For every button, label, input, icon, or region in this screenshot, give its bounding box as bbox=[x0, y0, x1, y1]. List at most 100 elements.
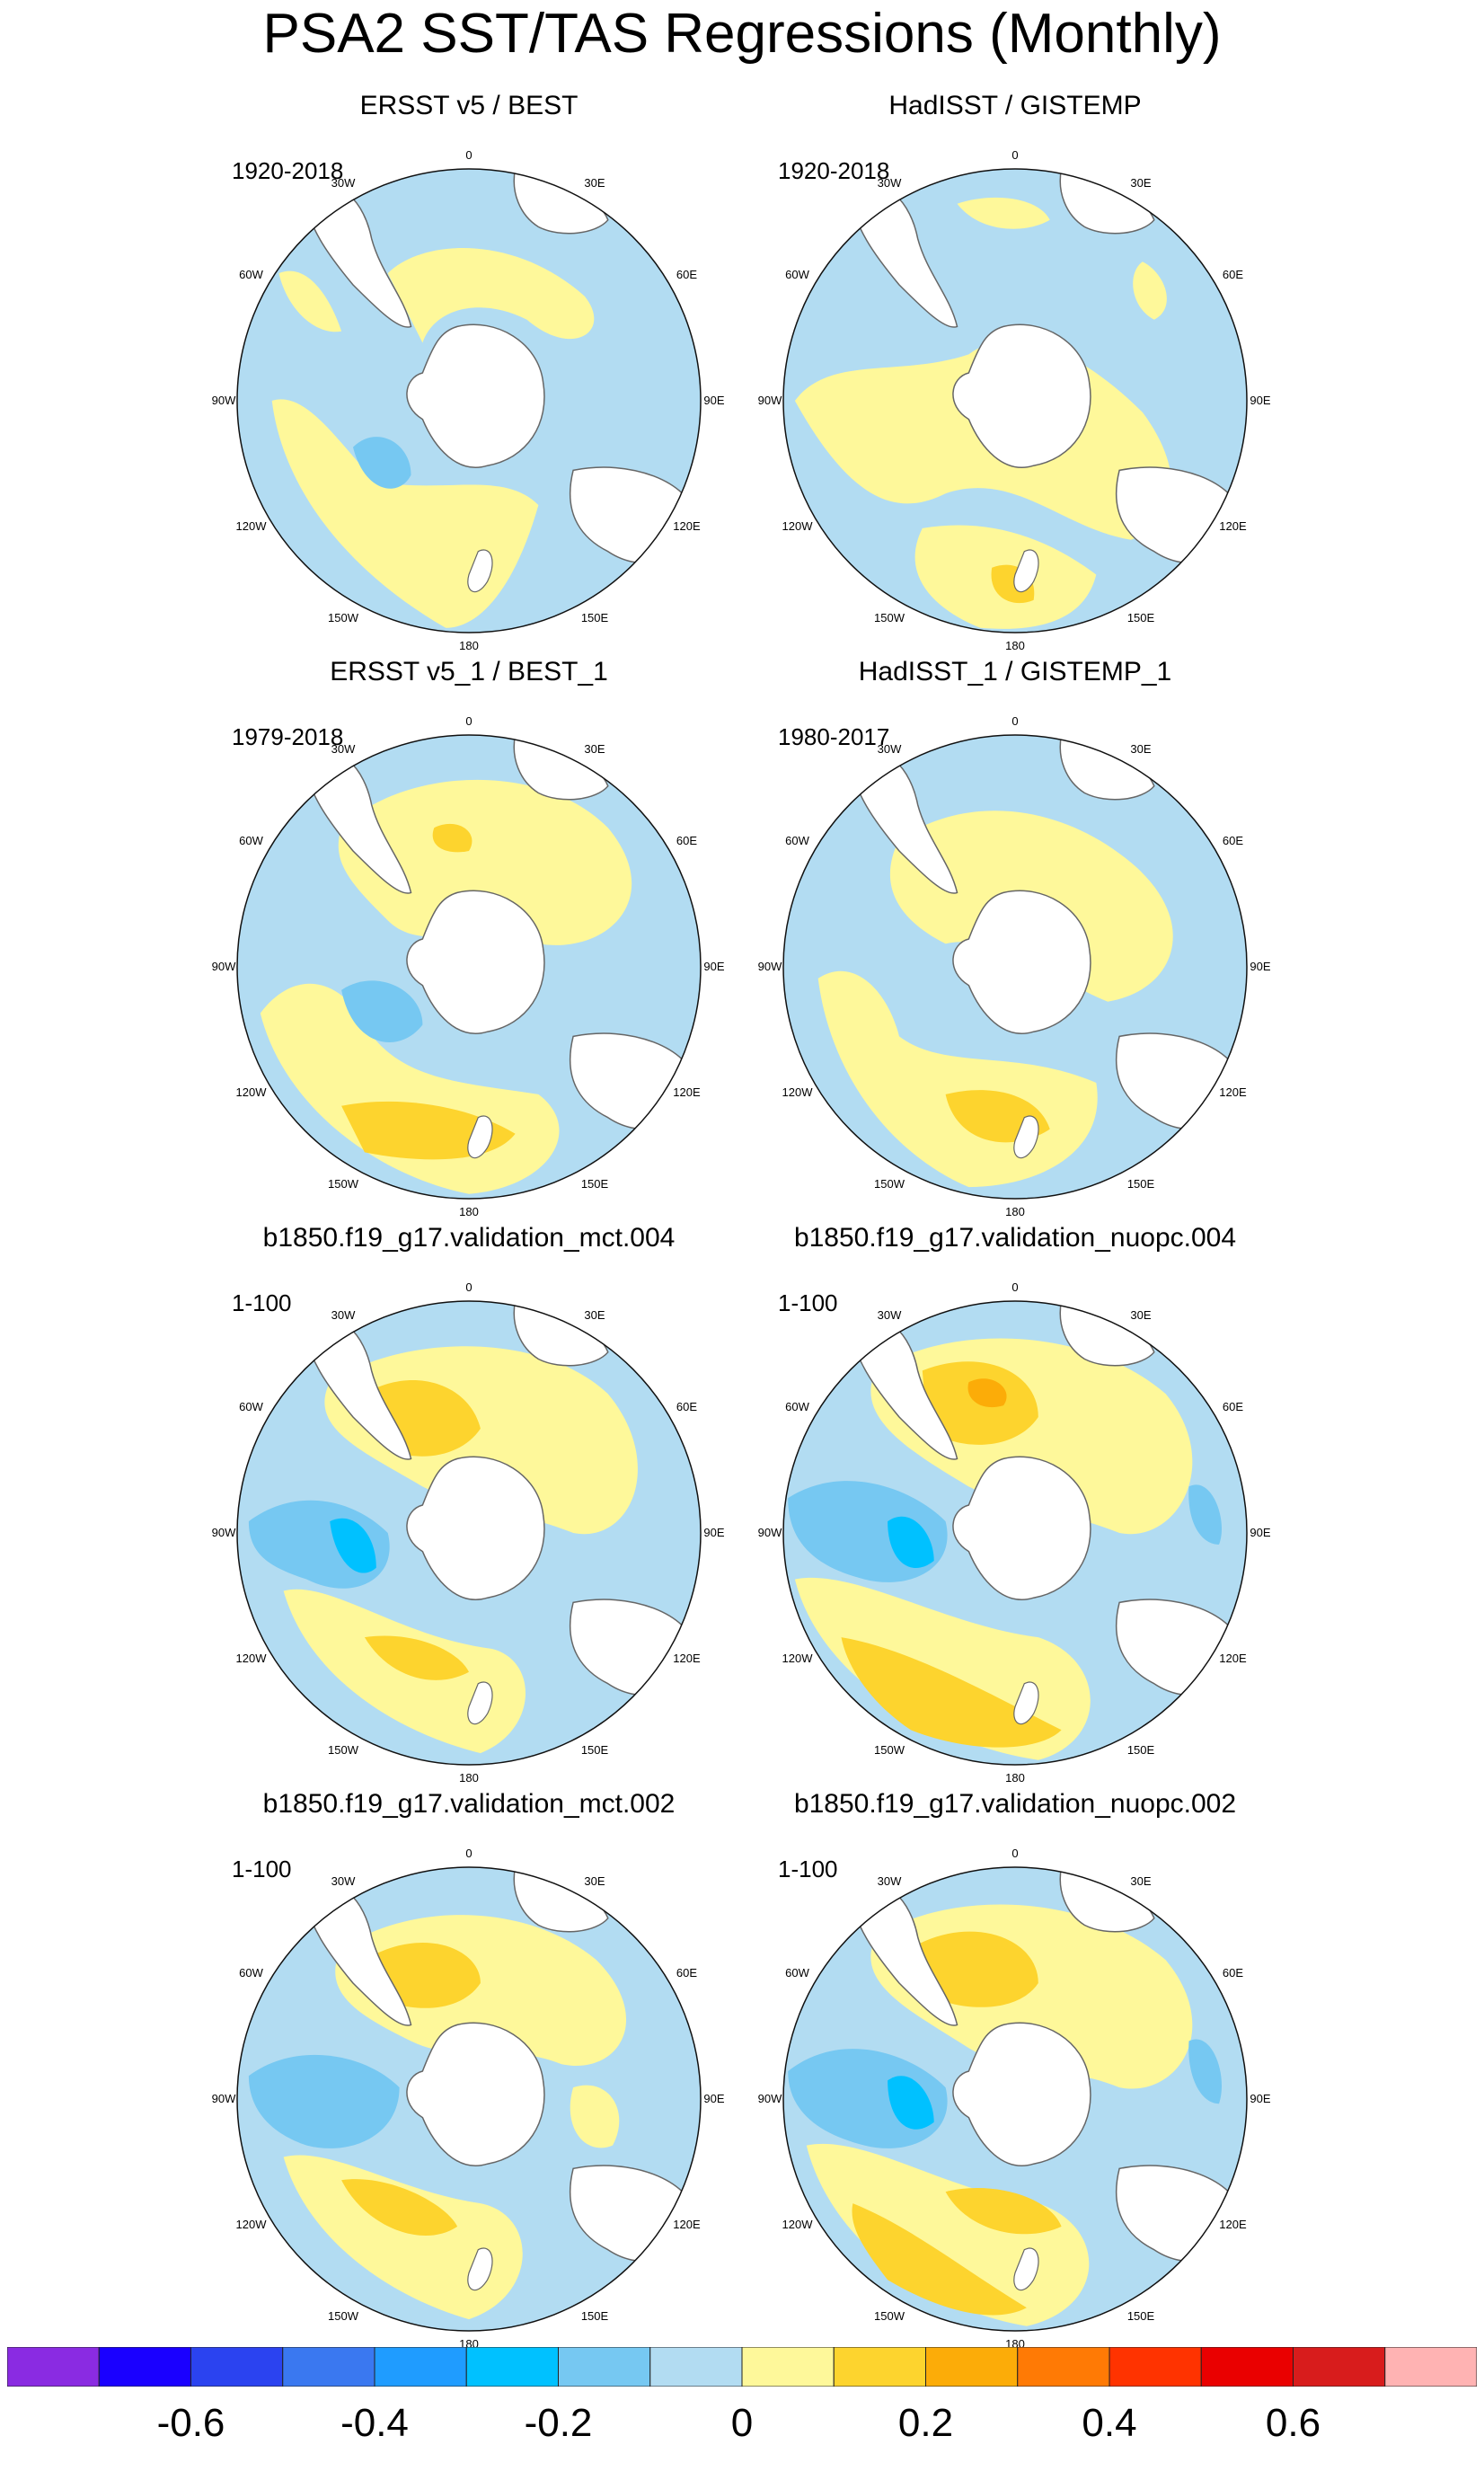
antarctica-landmass bbox=[952, 323, 1091, 468]
colorbar-box bbox=[465, 2347, 559, 2387]
longitude-label: 150W bbox=[874, 2309, 905, 2324]
anomaly-contour bbox=[957, 197, 1050, 229]
longitude-label: 90E bbox=[703, 2092, 725, 2105]
colorbar bbox=[7, 2347, 1477, 2387]
longitude-label: 0 bbox=[465, 714, 473, 728]
longitude-label: 180 bbox=[1005, 639, 1025, 652]
antarctica-landmass bbox=[952, 2022, 1091, 2166]
map-border bbox=[236, 1300, 702, 1766]
longitude-label: 60W bbox=[239, 834, 263, 847]
longitude-label: 120E bbox=[1219, 1652, 1247, 1665]
longitude-label: 90W bbox=[211, 394, 236, 407]
longitude-label: 30W bbox=[877, 1873, 902, 1888]
longitude-label: 30E bbox=[1130, 1307, 1152, 1322]
antarctica-landmass bbox=[406, 1456, 545, 1600]
longitude-label: 120E bbox=[1219, 1085, 1247, 1099]
antarctica-landmass bbox=[406, 2022, 545, 2166]
anomaly-contour bbox=[330, 1518, 376, 1573]
south-america-landmass bbox=[847, 183, 958, 328]
colorbar-box bbox=[649, 2347, 743, 2387]
longitude-label: 180 bbox=[459, 1205, 479, 1218]
colorbar-box bbox=[7, 2347, 100, 2387]
new-zealand-landmass bbox=[467, 1115, 493, 1159]
panel-title: b1850.f19_g17.validation_nuopc.002 bbox=[793, 1789, 1237, 1819]
longitude-label: 0 bbox=[465, 1280, 473, 1294]
polar-map bbox=[782, 1866, 1248, 2332]
polar-map bbox=[782, 1300, 1248, 1766]
south-america-landmass bbox=[847, 1882, 958, 2026]
longitude-label: 180 bbox=[1005, 1771, 1025, 1785]
panel-period: 1920-2018 bbox=[778, 157, 890, 184]
longitude-label: 90E bbox=[1250, 2092, 1271, 2105]
panel-period: 1-100 bbox=[232, 1289, 292, 1316]
longitude-label: 60E bbox=[676, 834, 698, 847]
colorbar-box bbox=[190, 2347, 284, 2387]
longitude-label: 30E bbox=[1130, 1873, 1152, 1888]
polar-map bbox=[236, 1300, 702, 1766]
longitude-label: 120W bbox=[782, 2218, 813, 2231]
anomaly-contour bbox=[910, 1931, 1038, 2007]
longitude-label: 30W bbox=[877, 741, 902, 756]
colorbar-box bbox=[374, 2347, 467, 2387]
anomaly-contour bbox=[1188, 1484, 1222, 1545]
longitude-label: 120E bbox=[673, 1652, 701, 1665]
longitude-label: 60E bbox=[1222, 1400, 1244, 1413]
longitude-label: 60W bbox=[785, 834, 809, 847]
longitude-label: 30E bbox=[1130, 175, 1152, 190]
longitude-label: 90W bbox=[211, 2092, 236, 2105]
anomaly-contour bbox=[283, 2155, 523, 2320]
anomaly-contour bbox=[341, 980, 423, 1042]
longitude-label: 90W bbox=[211, 1526, 236, 1539]
longitude-label: 60E bbox=[1222, 834, 1244, 847]
polar-map bbox=[236, 168, 702, 633]
panel-title: HadISST / GISTEMP bbox=[888, 91, 1142, 120]
longitude-label: 150W bbox=[874, 611, 905, 625]
colorbar-tick-label: -0.2 bbox=[524, 2401, 593, 2445]
new-zealand-landmass bbox=[467, 549, 493, 593]
longitude-label: 90W bbox=[757, 394, 782, 407]
longitude-label: 150E bbox=[1126, 2309, 1155, 2324]
antarctica-landmass bbox=[952, 890, 1091, 1034]
longitude-label: 150E bbox=[580, 611, 609, 625]
colorbar-box bbox=[1200, 2347, 1294, 2387]
panel-period: 1-100 bbox=[778, 1289, 838, 1316]
colorbar-box bbox=[1017, 2347, 1110, 2387]
longitude-label: 120W bbox=[235, 2218, 267, 2231]
longitude-label: 90W bbox=[757, 1526, 782, 1539]
antarctica-landmass bbox=[406, 890, 545, 1034]
longitude-label: 30E bbox=[584, 741, 605, 756]
longitude-label: 30W bbox=[877, 1307, 902, 1322]
longitude-label: 150E bbox=[580, 1177, 609, 1191]
longitude-label: 90E bbox=[703, 960, 725, 973]
anomaly-contour bbox=[278, 270, 342, 332]
colorbar-box bbox=[1293, 2347, 1386, 2387]
south-america-landmass bbox=[301, 1882, 412, 2026]
south-america-landmass bbox=[301, 1315, 412, 1460]
longitude-label: 150E bbox=[580, 2309, 609, 2324]
anomaly-contour bbox=[364, 1635, 469, 1680]
longitude-label: 90E bbox=[1250, 394, 1271, 407]
colorbar-tick-label: 0.6 bbox=[1265, 2401, 1321, 2445]
colorbar-tick-label: -0.4 bbox=[340, 2401, 409, 2445]
longitude-label: 120W bbox=[235, 1652, 267, 1665]
longitude-label: 30W bbox=[331, 175, 356, 190]
longitude-label: 60E bbox=[676, 1966, 698, 1980]
longitude-label: 150W bbox=[874, 1177, 905, 1191]
longitude-label: 90W bbox=[757, 960, 782, 973]
longitude-label: 90E bbox=[703, 1526, 725, 1539]
longitude-label: 30W bbox=[877, 175, 902, 190]
longitude-label: 60E bbox=[676, 268, 698, 281]
longitude-label: 60W bbox=[785, 1966, 809, 1980]
longitude-label: 150W bbox=[328, 611, 358, 625]
longitude-label: 90E bbox=[1250, 960, 1271, 973]
longitude-label: 150W bbox=[328, 1743, 358, 1758]
new-zealand-landmass bbox=[1013, 1115, 1039, 1159]
longitude-label: 150E bbox=[1126, 1743, 1155, 1758]
longitude-label: 180 bbox=[459, 1771, 479, 1785]
colorbar-box bbox=[741, 2347, 835, 2387]
anomaly-contour bbox=[888, 2076, 934, 2130]
panel-title: b1850.f19_g17.validation_mct.004 bbox=[262, 1223, 676, 1253]
longitude-label: 150E bbox=[580, 1743, 609, 1758]
new-zealand-landmass bbox=[1013, 549, 1039, 593]
map-border bbox=[782, 734, 1248, 1200]
